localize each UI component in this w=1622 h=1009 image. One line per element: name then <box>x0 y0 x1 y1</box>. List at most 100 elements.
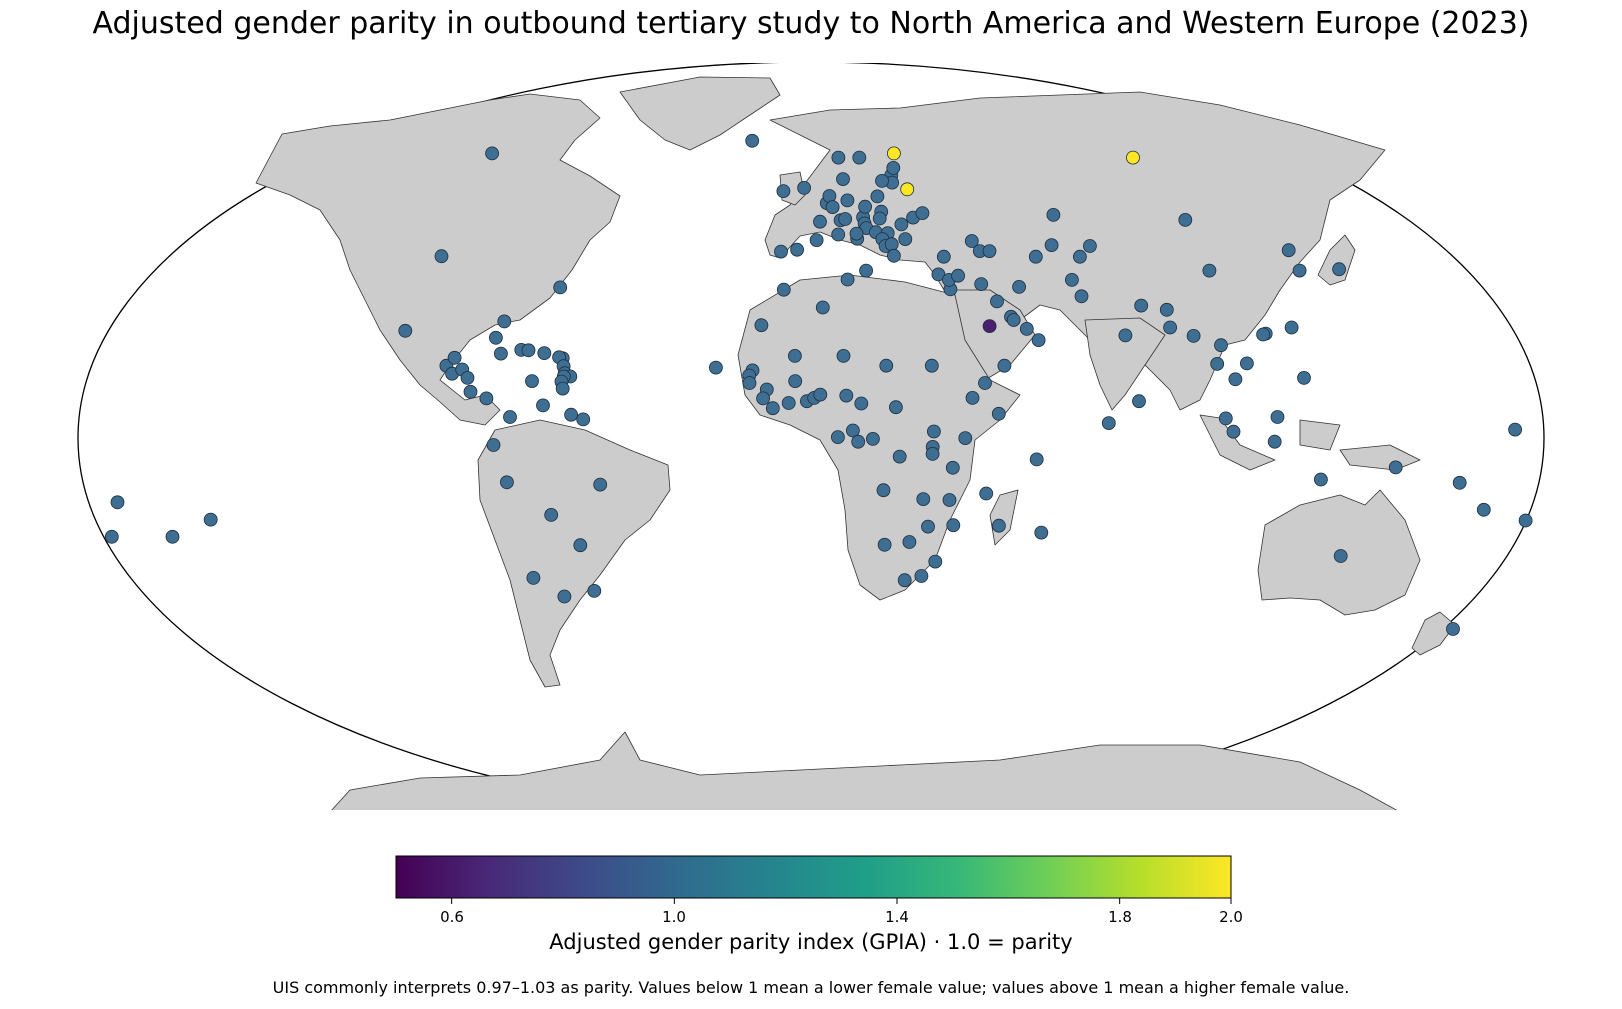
country-marker <box>774 244 788 259</box>
country-marker <box>745 133 760 148</box>
country-marker <box>813 387 828 402</box>
country-marker <box>1228 372 1243 387</box>
country-marker <box>1159 302 1174 317</box>
country-marker <box>493 346 508 361</box>
country-marker <box>1267 434 1282 449</box>
country-marker <box>914 569 929 583</box>
country-marker <box>991 406 1006 421</box>
country-marker <box>553 280 568 295</box>
country-marker <box>398 323 413 338</box>
country-marker <box>836 348 851 363</box>
country-marker <box>831 150 846 165</box>
colorbar-ticks <box>451 898 1232 904</box>
country-marker <box>852 150 867 165</box>
country-marker <box>564 407 578 422</box>
country-marker <box>776 282 791 297</box>
country-marker <box>815 300 830 315</box>
country-marker <box>776 184 791 199</box>
country-marker <box>887 248 901 263</box>
country-marker <box>942 493 957 507</box>
country-marker <box>1332 262 1346 277</box>
country-marker <box>875 173 889 188</box>
country-marker <box>742 376 757 390</box>
marker-layer <box>104 133 1533 636</box>
country-marker <box>825 200 840 215</box>
country-marker <box>521 343 536 358</box>
country-marker <box>110 495 125 510</box>
country-marker <box>982 244 997 259</box>
country-marker <box>434 249 449 264</box>
country-marker <box>1214 338 1228 353</box>
country-marker <box>849 226 864 241</box>
country-marker <box>587 584 602 598</box>
country-marker <box>1186 328 1201 343</box>
country-marker <box>1226 424 1241 439</box>
colorbar-tick-label: 1.0 <box>662 908 686 926</box>
country-marker <box>788 348 802 363</box>
country-marker <box>463 384 478 399</box>
country-marker <box>576 412 591 427</box>
country-marker <box>1132 394 1146 409</box>
country-marker <box>836 172 850 187</box>
country-marker <box>897 573 912 588</box>
country-marker <box>978 376 992 390</box>
colorbar-tick-label: 2.0 <box>1219 908 1243 926</box>
country-marker <box>982 319 997 334</box>
country-marker <box>1006 313 1021 327</box>
country-marker <box>1210 356 1225 371</box>
country-marker <box>846 423 860 438</box>
country-marker <box>1134 298 1149 313</box>
country-marker <box>840 272 855 287</box>
country-marker <box>851 434 866 449</box>
new-zealand-land <box>1411 611 1456 656</box>
country-marker <box>951 268 965 283</box>
country-marker <box>1065 272 1079 287</box>
country-marker <box>1518 513 1533 528</box>
country-marker <box>927 424 941 439</box>
country-marker <box>870 189 885 204</box>
country-marker <box>1031 333 1046 348</box>
country-marker <box>447 350 462 365</box>
country-marker <box>838 212 853 226</box>
country-marker <box>916 492 931 507</box>
country-marker <box>809 233 824 248</box>
country-marker <box>1476 502 1491 517</box>
country-marker <box>497 314 512 329</box>
country-marker <box>1044 238 1059 253</box>
country-marker <box>1126 150 1140 165</box>
country-marker <box>1046 207 1061 222</box>
country-marker <box>788 374 803 389</box>
country-marker <box>537 346 552 361</box>
country-marker <box>854 396 869 411</box>
country-marker <box>536 398 550 413</box>
country-marker <box>866 431 880 446</box>
country-marker <box>1073 249 1087 264</box>
country-marker <box>526 571 541 585</box>
country-marker <box>974 277 989 292</box>
country-marker <box>754 318 769 333</box>
country-marker <box>992 518 1006 533</box>
country-marker <box>1508 422 1522 437</box>
country-marker <box>876 483 891 498</box>
country-marker <box>544 508 559 522</box>
country-marker <box>965 390 980 405</box>
country-marker <box>499 475 514 490</box>
country-marker <box>997 358 1012 373</box>
country-marker <box>1284 320 1299 335</box>
country-marker <box>797 180 811 195</box>
country-marker <box>486 438 501 452</box>
country-marker <box>203 512 218 527</box>
country-marker <box>1314 472 1328 487</box>
country-marker <box>1333 549 1348 563</box>
southeast-asia-islands-land <box>1199 414 1421 471</box>
country-marker <box>958 431 973 446</box>
country-marker <box>1163 320 1177 335</box>
country-marker <box>1083 239 1097 253</box>
country-marker <box>831 227 846 242</box>
country-marker <box>936 249 951 264</box>
country-marker <box>839 388 854 403</box>
antarctica-land <box>331 731 1398 810</box>
country-marker <box>503 410 517 424</box>
country-marker <box>840 193 855 208</box>
